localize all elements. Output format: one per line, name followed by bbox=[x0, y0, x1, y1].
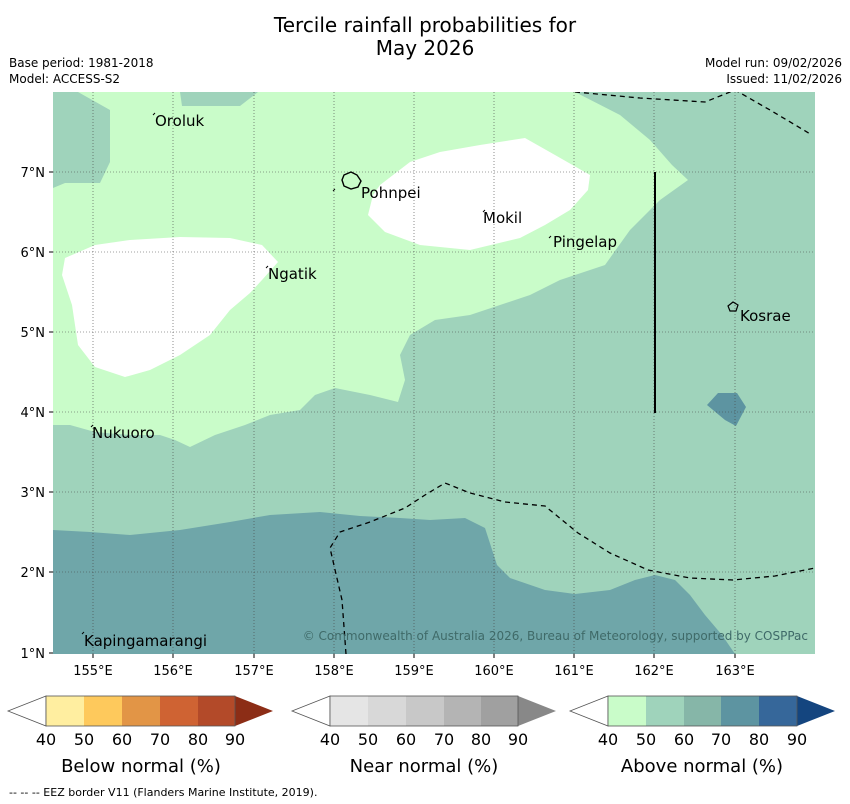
lat-label-7: 7°N bbox=[21, 166, 46, 181]
place-ngatik: Ngatik bbox=[268, 265, 317, 283]
legend-near-tick-60: 60 bbox=[396, 730, 416, 749]
gridlines bbox=[53, 92, 815, 654]
legend-near-cap-high bbox=[518, 696, 556, 726]
legend-below-cap-high bbox=[235, 696, 273, 726]
lon-label-155: 155°E bbox=[73, 664, 113, 679]
lat-label-6: 6°N bbox=[21, 246, 46, 261]
lon-label-161: 161°E bbox=[554, 664, 594, 679]
legend-above-seg-90 bbox=[759, 696, 797, 726]
legend-below-tick-70: 70 bbox=[150, 730, 170, 749]
title-line-2: May 2026 bbox=[375, 36, 475, 60]
map-plot-area: Oroluk Pohnpei Mokil Pingelap Ngatik Kos… bbox=[53, 92, 815, 654]
meta-left: Base period: 1981-2018 Model: ACCESS-S2 bbox=[9, 55, 154, 87]
place-oroluk: Oroluk bbox=[155, 112, 204, 130]
title-line-1: Tercile rainfall probabilities for bbox=[273, 13, 577, 37]
lat-label-3: 3°N bbox=[21, 486, 46, 501]
legend-above-tick-80: 80 bbox=[749, 730, 769, 749]
legend-above-tick-50: 50 bbox=[636, 730, 656, 749]
legend-above-tick-40: 40 bbox=[598, 730, 618, 749]
legend-above-label: Above normal (%) bbox=[621, 756, 783, 777]
legend-near-label: Near normal (%) bbox=[350, 756, 499, 777]
legend-above-tick-90: 90 bbox=[787, 730, 807, 749]
issued-date: Issued: 11/02/2026 bbox=[726, 72, 842, 86]
lon-label-157: 157°E bbox=[234, 664, 274, 679]
place-labels: Oroluk Pohnpei Mokil Pingelap Ngatik Kos… bbox=[84, 112, 791, 650]
lon-labels: 155°E 156°E 157°E 158°E 159°E 160°E 161°… bbox=[73, 664, 755, 679]
lon-label-156: 156°E bbox=[153, 664, 193, 679]
legend-below-seg-50 bbox=[46, 696, 84, 726]
eez-borders bbox=[329, 92, 815, 654]
map-title: Tercile rainfall probabilities for May 2… bbox=[0, 14, 850, 60]
legend-near-tick-90: 90 bbox=[508, 730, 528, 749]
lat-label-2: 2°N bbox=[21, 566, 46, 581]
legend-near-tick-80: 80 bbox=[471, 730, 491, 749]
region-above-60 bbox=[53, 512, 735, 654]
legend-near-seg-50 bbox=[330, 696, 368, 726]
lat-label-5: 5°N bbox=[21, 326, 46, 341]
region-dark-patch bbox=[707, 393, 746, 426]
legend-below-seg-60 bbox=[84, 696, 122, 726]
eez-border-north bbox=[574, 92, 813, 136]
legend-below-tick-40: 40 bbox=[36, 730, 56, 749]
lat-labels: 7°N 6°N 5°N 4°N 3°N 2°N 1°N bbox=[21, 166, 46, 662]
legend-below-seg-70 bbox=[122, 696, 160, 726]
pohnpei-island-outline bbox=[341, 171, 362, 190]
place-markers bbox=[81, 112, 552, 635]
axis-ticks bbox=[49, 171, 736, 658]
legend-above-seg-70 bbox=[684, 696, 721, 726]
region-white-ngatik bbox=[62, 237, 278, 377]
base-period: Base period: 1981-2018 bbox=[9, 56, 154, 70]
legend-near-tick-50: 50 bbox=[358, 730, 378, 749]
pohnpei-islet bbox=[332, 188, 336, 192]
copyright-text: © Commonwealth of Australia 2026, Bureau… bbox=[303, 629, 808, 643]
place-kapingamarangi: Kapingamarangi bbox=[84, 632, 207, 650]
legend-below-tick-60: 60 bbox=[112, 730, 132, 749]
legend-below-cap-low bbox=[6, 695, 47, 727]
kosrae-island-outline bbox=[727, 301, 739, 312]
legend-above: 40 50 60 70 80 90 Above normal (%) bbox=[568, 695, 835, 777]
legend-near-seg-60 bbox=[368, 696, 406, 726]
legend-near-cap-low bbox=[290, 695, 331, 727]
place-mokil: Mokil bbox=[483, 209, 522, 227]
legend-near-tick-40: 40 bbox=[320, 730, 340, 749]
lat-label-4: 4°N bbox=[21, 406, 46, 421]
lon-label-158: 158°E bbox=[314, 664, 354, 679]
legend-above-tick-60: 60 bbox=[674, 730, 694, 749]
legend-near-seg-90 bbox=[481, 696, 518, 726]
legend-above-seg-80 bbox=[721, 696, 759, 726]
place-kosrae: Kosrae bbox=[740, 307, 791, 325]
place-pohnpei: Pohnpei bbox=[361, 184, 421, 202]
legend-below-seg-80 bbox=[160, 696, 198, 726]
legend-above-cap-high bbox=[797, 696, 835, 726]
legend-below-tick-90: 90 bbox=[225, 730, 245, 749]
model-run: Model run: 09/02/2026 bbox=[704, 56, 842, 70]
model-name: Model: ACCESS-S2 bbox=[9, 72, 121, 86]
legend-above-cap-low bbox=[568, 695, 609, 727]
legend-below-label: Below normal (%) bbox=[61, 756, 221, 777]
lon-label-159: 159°E bbox=[394, 664, 434, 679]
lon-label-163: 163°E bbox=[715, 664, 755, 679]
legend-above-seg-50 bbox=[608, 696, 646, 726]
place-pingelap: Pingelap bbox=[553, 233, 617, 251]
legend-below-seg-90 bbox=[198, 696, 235, 726]
legend-near-tick-70: 70 bbox=[434, 730, 454, 749]
meta-right: Model run: 09/02/2026 Issued: 11/02/2026 bbox=[705, 55, 842, 87]
legend-below-tick-80: 80 bbox=[188, 730, 208, 749]
region-white-mokil bbox=[368, 138, 590, 250]
legend-below-tick-50: 50 bbox=[74, 730, 94, 749]
eez-footnote: -- -- -- EEZ border V11 (Flanders Marine… bbox=[9, 786, 318, 799]
legend-above-tick-70: 70 bbox=[711, 730, 731, 749]
place-nukuoro: Nukuoro bbox=[92, 424, 155, 442]
legend-below: 40 50 60 70 80 90 Below normal (%) bbox=[6, 695, 273, 777]
legend-near-seg-80 bbox=[444, 696, 481, 726]
lat-label-1: 1°N bbox=[21, 647, 46, 662]
legend-above-seg-60 bbox=[646, 696, 684, 726]
legend-near-seg-70 bbox=[406, 696, 444, 726]
legend-near: 40 50 60 70 80 90 Near normal (%) bbox=[290, 695, 556, 777]
lon-label-162: 162°E bbox=[634, 664, 674, 679]
lon-label-160: 160°E bbox=[474, 664, 514, 679]
